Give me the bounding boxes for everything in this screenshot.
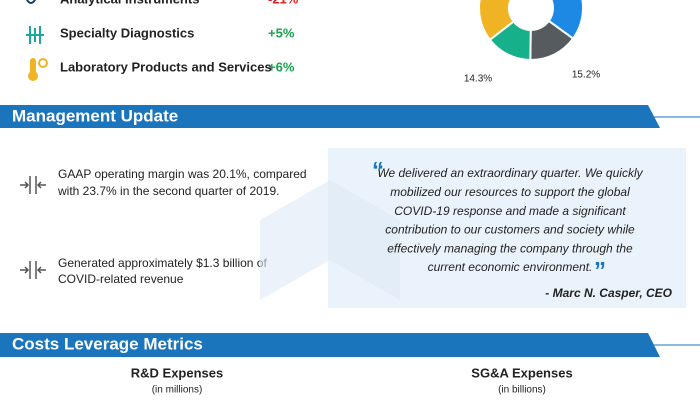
segment-change: -21%	[268, 0, 299, 6]
segment-name: Specialty Diagnostics	[60, 25, 194, 40]
section-title: Costs Leverage Metrics	[12, 334, 203, 353]
icon-compress	[20, 176, 46, 194]
icon-instruments	[25, 0, 37, 4]
segment-change: +6%	[268, 59, 295, 74]
item-text: GAAP operating margin was 20.1%, compare…	[58, 167, 307, 181]
section-header	[0, 105, 660, 128]
icon-lab	[28, 58, 48, 81]
segment-name: Analytical Instruments	[60, 0, 199, 6]
quote-line: mobilized our resources to support the g…	[390, 185, 630, 199]
quote-line: contribution to our customers and societ…	[385, 223, 635, 237]
segment-name: Laboratory Products and Services	[60, 59, 272, 74]
attribution: - Marc N. Casper, CEO	[545, 286, 672, 300]
panel-unit: (in billions)	[498, 385, 546, 396]
item-text: with 23.7% in the second quarter of 2019…	[57, 184, 279, 198]
section-title: Management Update	[12, 106, 178, 125]
quote-close: ”	[594, 257, 606, 284]
watermark	[260, 180, 400, 300]
quote-line: current economic environment.	[428, 260, 593, 274]
quote-open: “	[372, 157, 384, 184]
icon-compress	[20, 261, 46, 279]
panel-title: SG&A Expenses	[471, 365, 572, 380]
donut-slice	[488, 20, 532, 62]
item-text: Generated approximately $1.3 billion of	[58, 256, 267, 270]
donut: 14.3% 15.2%	[464, 0, 600, 85]
item-text: COVID-related revenue	[58, 272, 184, 286]
quote-line: COVID-19 response and made a significant	[394, 204, 626, 218]
donut-slice	[478, 0, 516, 42]
icon-diagnostics	[26, 26, 44, 44]
panel-title: R&D Expenses	[131, 365, 223, 380]
panel-unit: (in millions)	[152, 385, 203, 396]
donut-label: 14.3%	[464, 74, 492, 85]
quote-line: We delivered an extraordinary quarter. W…	[377, 166, 643, 180]
segment-change: +5%	[268, 25, 295, 40]
donut-label: 15.2%	[572, 70, 600, 81]
quote: We delivered an extraordinary quarter. W…	[377, 166, 643, 284]
section-header	[0, 333, 660, 357]
quote-line: effectively managing the company through…	[387, 241, 633, 255]
